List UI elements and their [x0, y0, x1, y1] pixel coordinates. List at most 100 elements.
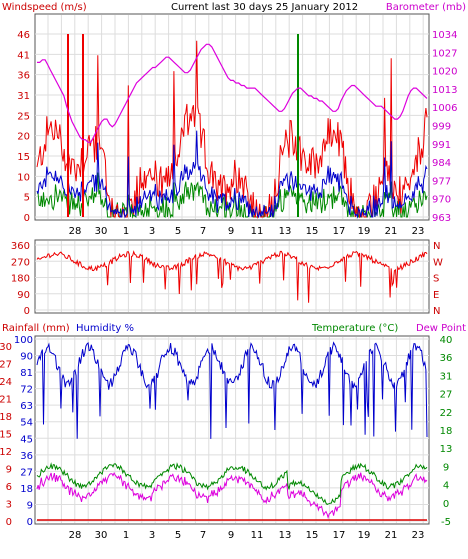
- compass-tick: N: [433, 306, 440, 317]
- rain-y-tick: 9: [6, 465, 12, 476]
- baro-y-tick: 1027: [432, 48, 457, 59]
- barometer-label: Barometer (mb): [386, 2, 466, 13]
- baro-y-tick: 963: [432, 213, 451, 224]
- temp-y-tick: 27: [440, 390, 453, 401]
- wind-y-tick: 10: [17, 172, 30, 183]
- humidity-y-tick: 72: [20, 385, 33, 396]
- baro-y-tick: 984: [432, 158, 451, 169]
- wind-x-tick: 1: [123, 226, 129, 237]
- lower-x-tick: 7: [200, 530, 206, 541]
- lower-x-tick: 9: [228, 530, 234, 541]
- wind-x-tick: 17: [333, 226, 346, 237]
- wind-x-tick: 3: [149, 226, 155, 237]
- axis-layer: 4641363125201510501034102710201013100699…: [0, 30, 457, 541]
- rain-y-tick: 6: [6, 482, 12, 493]
- compass-tick: N: [433, 241, 440, 252]
- wind-x-tick: 13: [279, 226, 292, 237]
- wind-x-tick: 11: [251, 226, 264, 237]
- chart-title: Current last 30 days 25 January 2012: [171, 2, 358, 13]
- dewpoint-series: [36, 471, 428, 520]
- humidity-y-tick: 81: [20, 368, 33, 379]
- wind-x-tick: 21: [385, 226, 398, 237]
- compass-tick: S: [433, 274, 439, 285]
- temp-y-tick: 13: [440, 444, 453, 455]
- series-layer: [36, 34, 428, 521]
- baro-y-tick: 1006: [432, 103, 457, 114]
- lower-x-tick: 11: [251, 530, 264, 541]
- wind-y-tick: 41: [17, 50, 30, 61]
- rain-y-tick: 15: [0, 430, 12, 441]
- humidity-y-tick: 0: [27, 517, 33, 528]
- lower-x-tick: 30: [95, 530, 108, 541]
- wind-average-series: [36, 130, 428, 219]
- direction-panel-frame: [34, 239, 430, 314]
- direction-y-tick: 180: [11, 274, 30, 285]
- baro-y-tick: 999: [432, 122, 451, 133]
- temp-y-tick: 4: [443, 481, 449, 492]
- wind-y-tick: 46: [17, 30, 30, 41]
- compass-tick: E: [433, 290, 439, 301]
- wind-x-tick: 7: [200, 226, 206, 237]
- temp-y-tick: -5: [441, 517, 451, 528]
- wind-x-tick: 5: [175, 226, 181, 237]
- temp-y-tick: 22: [440, 408, 453, 419]
- compass-tick: W: [433, 257, 443, 268]
- lower-x-tick: 17: [333, 530, 346, 541]
- temp-y-tick: 40: [440, 335, 453, 346]
- humidity-y-tick: 18: [20, 484, 33, 495]
- baro-y-tick: 1034: [432, 30, 457, 41]
- lower-x-tick: 19: [358, 530, 371, 541]
- temp-y-tick: 31: [440, 371, 453, 382]
- rain-y-tick: 27: [0, 360, 12, 371]
- rainfall-label: Rainfall (mm): [2, 323, 70, 334]
- windspeed-label: Windspeed (m/s): [2, 2, 87, 13]
- barometer-series: [37, 43, 428, 143]
- wind-y-tick: 0: [24, 213, 30, 224]
- baro-y-tick: 977: [432, 176, 451, 187]
- temperature-series: [36, 462, 428, 506]
- humidity-y-tick: 100: [14, 335, 33, 346]
- baro-y-tick: 991: [432, 140, 451, 151]
- wind-x-tick: 15: [306, 226, 319, 237]
- baro-y-tick: 1020: [432, 67, 457, 78]
- rain-y-tick: 0: [6, 517, 12, 528]
- lower-x-tick: 13: [279, 530, 292, 541]
- lower-x-tick: 21: [385, 530, 398, 541]
- lower-x-tick: 1: [123, 530, 129, 541]
- humidity-series: [36, 341, 428, 439]
- baro-y-tick: 970: [432, 195, 451, 206]
- wind-x-tick: 9: [228, 226, 234, 237]
- humidity-y-tick: 54: [20, 418, 33, 429]
- humidity-label: Humidity %: [76, 323, 134, 334]
- direction-y-tick: 0: [24, 306, 30, 317]
- direction-series: [36, 250, 428, 303]
- wind-y-tick: 20: [17, 132, 30, 143]
- temp-y-tick: 36: [440, 353, 453, 364]
- rain-y-tick: 30: [0, 342, 12, 353]
- humidity-y-tick: 9: [27, 500, 33, 511]
- rain-y-tick: 18: [0, 412, 12, 423]
- temp-y-tick: 0: [443, 499, 449, 510]
- rain-y-tick: 3: [6, 500, 12, 511]
- rain-y-tick: 24: [0, 377, 12, 388]
- humidity-y-tick: 27: [20, 467, 33, 478]
- lower-x-tick: 5: [175, 530, 181, 541]
- direction-y-tick: 360: [11, 241, 30, 252]
- wind-x-tick: 19: [358, 226, 371, 237]
- humidity-y-tick: 63: [20, 401, 33, 412]
- lower-x-tick: 3: [149, 530, 155, 541]
- rain-y-tick: 12: [0, 447, 12, 458]
- wind-y-tick: 31: [17, 91, 30, 102]
- direction-y-tick: 90: [17, 290, 30, 301]
- wind-y-tick: 36: [17, 71, 30, 82]
- temperature-label: Temperature (°C): [311, 323, 398, 334]
- lower-x-tick: 23: [412, 530, 425, 541]
- humidity-y-tick: 90: [20, 352, 33, 363]
- wind-y-tick: 15: [17, 152, 30, 163]
- wind-gust-series: [36, 40, 428, 219]
- wind-x-tick: 30: [95, 226, 108, 237]
- lower-x-tick: 15: [306, 530, 319, 541]
- wind-y-tick: 25: [17, 111, 30, 122]
- wind-x-tick: 28: [69, 226, 82, 237]
